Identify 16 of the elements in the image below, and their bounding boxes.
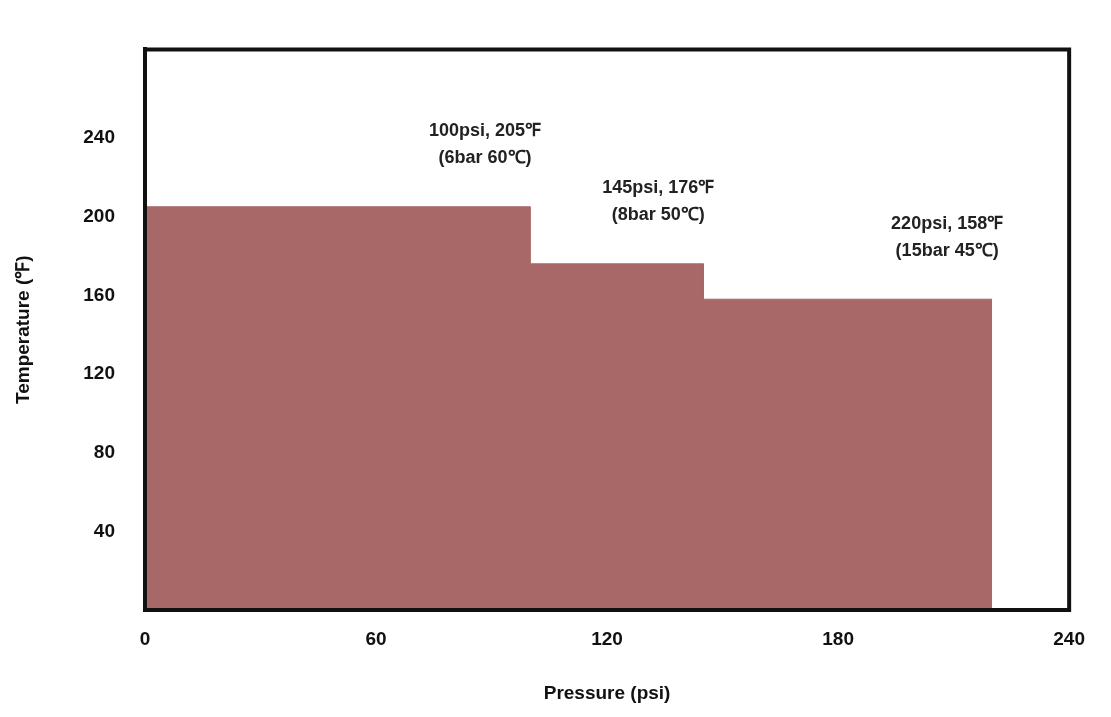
x-tick-label: 0 (139, 627, 151, 649)
y-tick-label: 160 (83, 283, 115, 305)
annotation: 145psi, 176℉ (8bar 50℃) (602, 177, 715, 225)
y-tick-label: 40 (93, 519, 115, 541)
y-tick-label: 120 (83, 362, 115, 384)
x-axis-title: Pressure (psi) (543, 681, 671, 703)
x-tick-label: 180 (822, 627, 854, 649)
y-tick-label: 240 (83, 126, 115, 148)
x-tick-label: 240 (1053, 627, 1085, 649)
x-tick-label: 120 (591, 627, 623, 649)
y-tick-label: 80 (93, 440, 115, 462)
y-axis-title: Temperature (℉) (11, 255, 33, 405)
annotation: 100psi, 205℉ (6bar 60℃) (429, 120, 542, 168)
annotation: 220psi, 158℉ (15bar 45℃) (891, 212, 1004, 260)
x-tick-label: 60 (365, 627, 387, 649)
y-tick-label: 200 (83, 204, 115, 226)
